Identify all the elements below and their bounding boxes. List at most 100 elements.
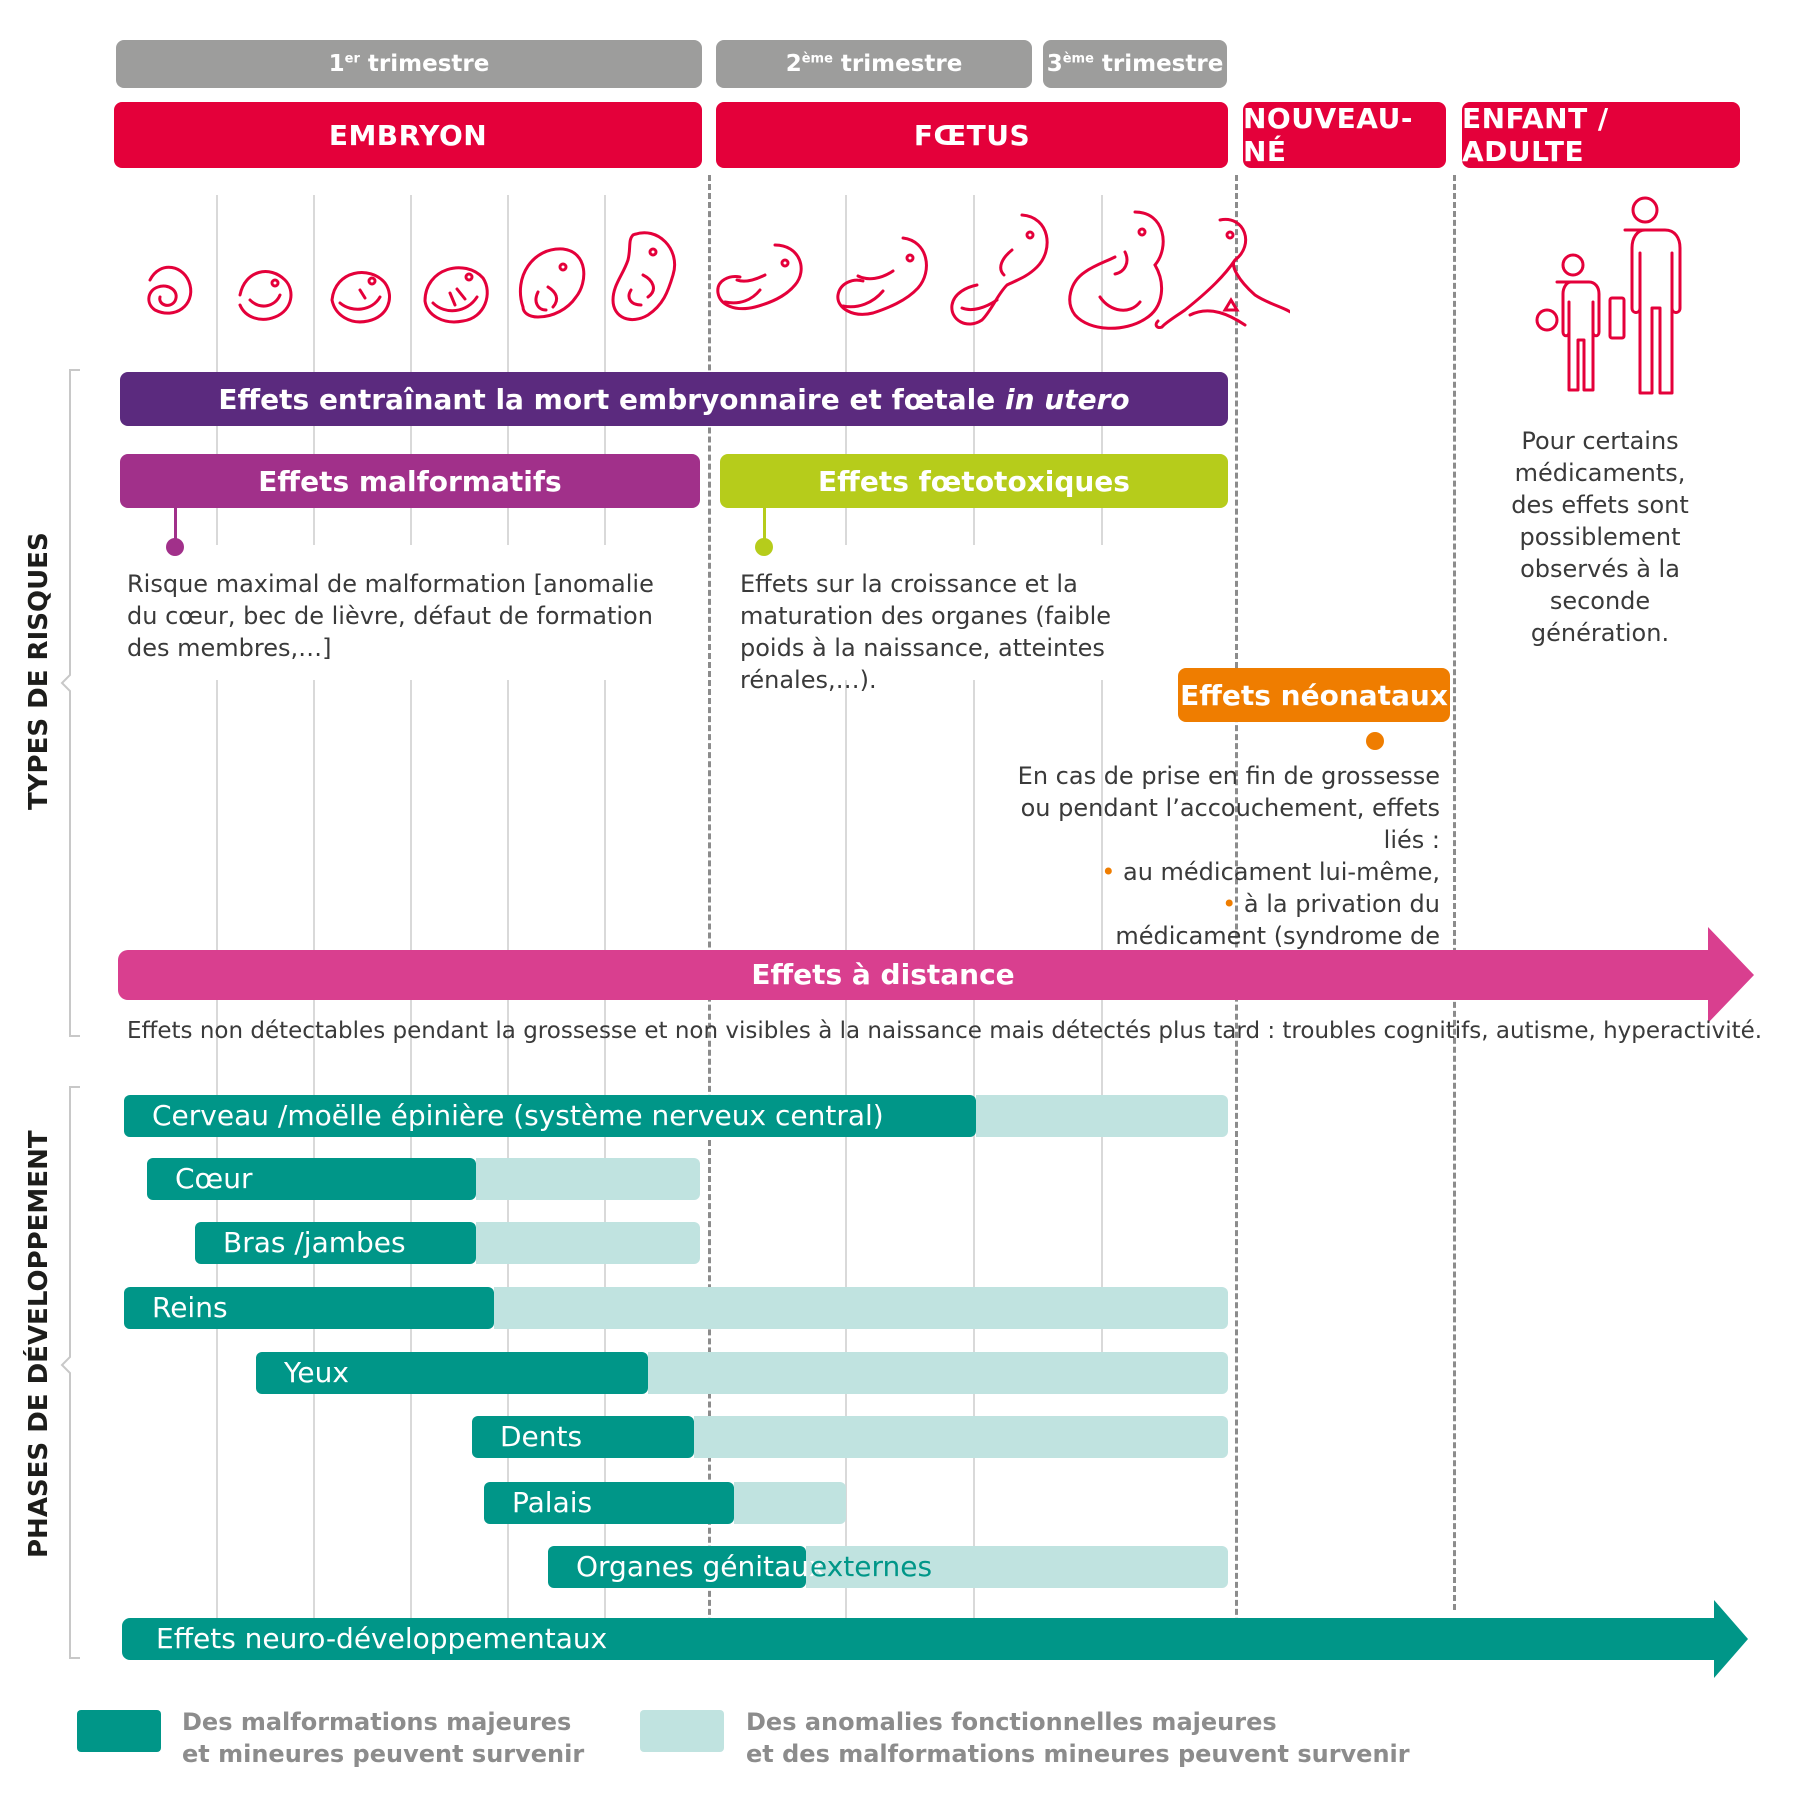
segment-functional xyxy=(694,1416,1228,1458)
organ-bar-bras-jambes: Bras /jambes xyxy=(195,1222,700,1264)
segment-functional xyxy=(976,1095,1228,1137)
mort-label: Effets entraînant la mort embryonnaire e… xyxy=(218,382,1006,416)
segment-functional xyxy=(734,1482,846,1524)
segment-major xyxy=(124,1287,494,1329)
grid-line xyxy=(216,195,218,545)
label-effets-neuro: Effets neuro-développementaux xyxy=(156,1622,608,1655)
legend-swatch-major xyxy=(77,1710,161,1752)
bar-effets-malformatifs: Effets malformatifs xyxy=(120,454,700,508)
trimester-3-label: 3ème trimestre xyxy=(1046,51,1224,77)
segment-major xyxy=(124,1095,976,1137)
grid-line xyxy=(845,195,847,545)
desc-neonataux: En cas de prise en fin de grossesse ou p… xyxy=(1000,760,1440,984)
segment-major xyxy=(195,1222,476,1264)
organ-bar-yeux: Yeux xyxy=(256,1352,1228,1394)
bracket-phases xyxy=(60,1086,80,1659)
fetus-icon xyxy=(1068,210,1165,330)
dot-foetotoxiques xyxy=(755,538,773,556)
divider-embryon-foetus xyxy=(708,175,711,1660)
organ-bar-dents: Dents xyxy=(472,1416,1228,1458)
grid-line xyxy=(313,195,315,545)
organ-bar-coeur: Cœur xyxy=(147,1158,700,1200)
embryo-icon xyxy=(518,247,586,319)
embryo-icon xyxy=(147,265,193,315)
stage-embryon: EMBRYON xyxy=(114,102,702,168)
arrow-effets-a-distance xyxy=(118,927,1754,1023)
arrow-effets-neuro xyxy=(122,1600,1748,1678)
grid-line xyxy=(845,680,847,1660)
bracket-risques xyxy=(60,369,80,1037)
segment-major xyxy=(256,1352,648,1394)
organ-label: Reins xyxy=(152,1291,228,1324)
embryo-icon xyxy=(238,270,293,321)
label-types-de-risques: TYPES DE RISQUES xyxy=(24,532,54,810)
fetus-icon xyxy=(950,213,1049,326)
trimester-2: 2ème trimestre xyxy=(716,40,1032,88)
bar-effets-foetotoxiques: Effets fœtotoxiques xyxy=(720,454,1228,508)
grid-line xyxy=(973,680,975,1660)
grid-line xyxy=(973,195,975,545)
segment-functional xyxy=(648,1352,1228,1394)
label-phases-de-developpement: PHASES DE DÉVELOPPEMENT xyxy=(24,1130,54,1558)
desc-seconde-generation: Pour certains médicaments, des effets so… xyxy=(1511,427,1689,647)
segment-functional xyxy=(494,1287,1228,1329)
organ-bar-palais: Palais xyxy=(484,1482,846,1524)
neonataux-bullet-1: • au médicament lui-même, xyxy=(1101,858,1440,886)
grid-line xyxy=(604,195,606,545)
organ-bar-reins: Reins xyxy=(124,1287,1228,1329)
embryo-icon xyxy=(330,271,391,324)
organ-label: Yeux xyxy=(284,1356,349,1389)
fetus-icon xyxy=(716,243,803,311)
organ-label: Dents xyxy=(500,1420,583,1453)
grid-line xyxy=(410,195,412,545)
segment-major xyxy=(472,1416,694,1458)
stage-foetus: FŒTUS xyxy=(716,102,1228,168)
segment-major xyxy=(484,1482,734,1524)
bar-mort-in-utero: Effets entraînant la mort embryonnaire e… xyxy=(120,372,1228,426)
organ-label: Bras /jambes xyxy=(223,1226,406,1259)
dot-malformatifs xyxy=(166,538,184,556)
desc-foetotoxiques: Effets sur la croissance et la maturatio… xyxy=(740,570,1112,694)
fetus-icon xyxy=(611,231,676,321)
organ-bar-cerveau: Cerveau /moëlle épinière (système nerveu… xyxy=(124,1095,1228,1137)
trimester-2-label: 2ème trimestre xyxy=(785,51,963,77)
grid-line xyxy=(1101,680,1103,1360)
desc-malformatifs: Risque maximal de malformation [anomalie… xyxy=(127,570,654,662)
segment-functional xyxy=(476,1158,700,1200)
segment-major xyxy=(147,1158,476,1200)
neonataux-intro: En cas de prise en fin de grossesse ou p… xyxy=(1017,762,1440,854)
grid-line xyxy=(1101,195,1103,545)
legend-text-functional: Des anomalies fonctionnelles majeures et… xyxy=(746,1708,1410,1768)
segment-major xyxy=(548,1546,806,1588)
trimester-1: 1er trimestre xyxy=(116,40,702,88)
divider-nouveau-ne-enfant xyxy=(1453,175,1456,1610)
mort-label-italic: in utero xyxy=(1005,382,1130,416)
organ-bar-organes-genitaux: Organes génitaux externes xyxy=(548,1546,1228,1588)
fetus-icon xyxy=(836,236,928,316)
segment-functional xyxy=(476,1222,700,1264)
organ-label: Cœur xyxy=(175,1162,253,1195)
desc-effets-a-distance: Effets non détectables pendant la grosse… xyxy=(127,1018,1763,1044)
grid-line xyxy=(507,195,509,545)
legend-text-major: Des malformations majeures et mineures p… xyxy=(182,1708,585,1768)
connector-foetotoxiques xyxy=(763,508,766,546)
connector-malformatifs xyxy=(174,508,177,546)
organ-label: Organes génitaux xyxy=(576,1550,826,1583)
organ-label-light: externes xyxy=(810,1550,933,1583)
trimester-3: 3ème trimestre xyxy=(1043,40,1227,88)
stage-nouveau-ne: NOUVEAU-NÉ xyxy=(1243,102,1446,168)
organ-label: Cerveau /moëlle épinière (système nerveu… xyxy=(152,1099,884,1132)
embryo-icons-row xyxy=(147,210,1290,330)
dot-neonataux xyxy=(1366,732,1384,750)
organ-label: Palais xyxy=(512,1486,593,1519)
stage-enfant-adulte: ENFANT / ADULTE xyxy=(1462,102,1740,168)
trimester-1-label: 1er trimestre xyxy=(328,51,490,77)
divider-foetus-nouveau-ne xyxy=(1235,175,1238,1660)
legend-swatch-functional xyxy=(640,1710,724,1752)
segment-functional xyxy=(806,1546,1228,1588)
label-effets-a-distance: Effets à distance xyxy=(751,958,1015,991)
newborn-icon xyxy=(1154,218,1290,329)
bar-effets-neonataux: Effets néonataux xyxy=(1178,668,1450,722)
embryo-icon xyxy=(423,266,489,324)
child-adult-icon xyxy=(1535,196,1682,395)
